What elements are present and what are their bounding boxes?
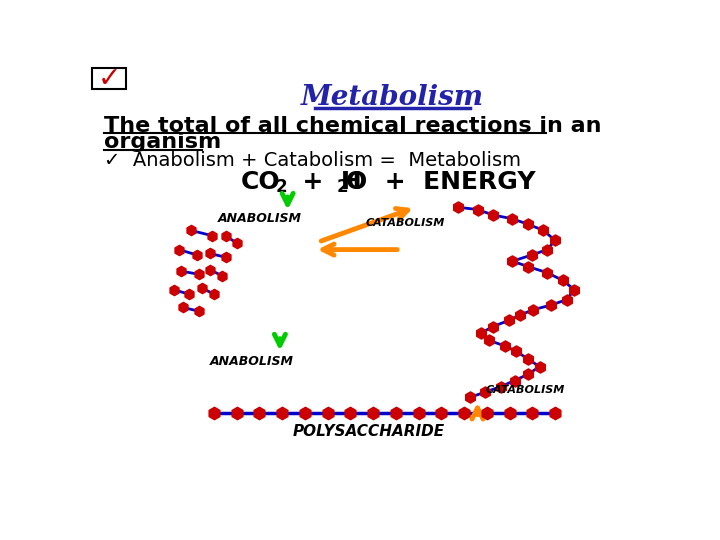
Point — [569, 285, 580, 294]
Point — [522, 262, 534, 271]
Point — [541, 245, 553, 254]
Point — [509, 376, 521, 385]
Point — [174, 245, 185, 254]
Point — [193, 307, 204, 315]
Point — [232, 239, 243, 248]
Point — [231, 409, 243, 417]
Text: CATABOLISM: CATABOLISM — [365, 218, 444, 228]
Point — [499, 341, 510, 350]
Point — [168, 285, 179, 294]
Point — [514, 310, 526, 319]
Point — [176, 267, 187, 275]
Point — [472, 205, 483, 214]
Point — [184, 290, 195, 299]
Point — [480, 388, 491, 396]
Text: ANABOLISM: ANABOLISM — [218, 212, 302, 225]
FancyBboxPatch shape — [92, 68, 127, 90]
Point — [204, 265, 216, 274]
Point — [192, 251, 203, 259]
Point — [481, 409, 492, 417]
Text: The total of all chemical reactions in an: The total of all chemical reactions in a… — [104, 116, 601, 136]
Text: CATABOLISM: CATABOLISM — [485, 384, 564, 395]
Point — [216, 272, 228, 280]
Text: CO: CO — [241, 170, 281, 194]
Point — [522, 220, 534, 228]
Point — [549, 236, 561, 245]
Point — [507, 257, 518, 266]
Point — [549, 409, 561, 417]
Point — [510, 347, 522, 355]
Point — [197, 284, 208, 293]
Point — [487, 322, 499, 331]
Point — [483, 336, 495, 345]
Point — [503, 316, 514, 325]
Point — [253, 409, 265, 417]
Point — [487, 211, 499, 219]
Point — [541, 268, 553, 277]
Point — [561, 295, 572, 304]
Point — [207, 232, 218, 240]
Point — [495, 382, 506, 391]
Point — [545, 301, 557, 309]
Point — [322, 409, 333, 417]
Point — [220, 253, 231, 261]
Point — [538, 226, 549, 235]
Text: +  H: + H — [285, 170, 362, 194]
Text: O  +  ENERGY: O + ENERGY — [346, 170, 536, 194]
Point — [185, 226, 197, 235]
Text: 2: 2 — [336, 178, 348, 196]
Text: Metabolism: Metabolism — [301, 84, 484, 111]
Point — [208, 409, 220, 417]
Text: ANABOLISM: ANABOLISM — [210, 355, 294, 368]
Point — [436, 409, 447, 417]
Point — [504, 409, 516, 417]
Point — [526, 409, 538, 417]
Text: ✓  Anabolism + Catabolism =  Metabolism: ✓ Anabolism + Catabolism = Metabolism — [104, 151, 521, 170]
Point — [276, 409, 288, 417]
Point — [220, 232, 231, 240]
Point — [522, 370, 534, 379]
Point — [557, 276, 569, 285]
Point — [413, 409, 424, 417]
Point — [528, 305, 539, 314]
Point — [193, 270, 204, 279]
Text: organism: organism — [104, 132, 221, 152]
Point — [300, 409, 311, 417]
Point — [526, 251, 538, 259]
Point — [459, 409, 470, 417]
Point — [367, 409, 379, 417]
Text: ✓: ✓ — [98, 65, 121, 93]
Point — [345, 409, 356, 417]
Point — [452, 203, 464, 212]
Point — [534, 362, 545, 371]
Point — [507, 214, 518, 223]
Text: POLYSACCHARIDE: POLYSACCHARIDE — [293, 424, 445, 439]
Point — [177, 303, 189, 312]
Text: 2: 2 — [276, 178, 287, 196]
Point — [204, 249, 216, 258]
Point — [390, 409, 402, 417]
Point — [208, 290, 220, 299]
Point — [464, 393, 475, 402]
Point — [522, 355, 534, 363]
Point — [476, 328, 487, 337]
